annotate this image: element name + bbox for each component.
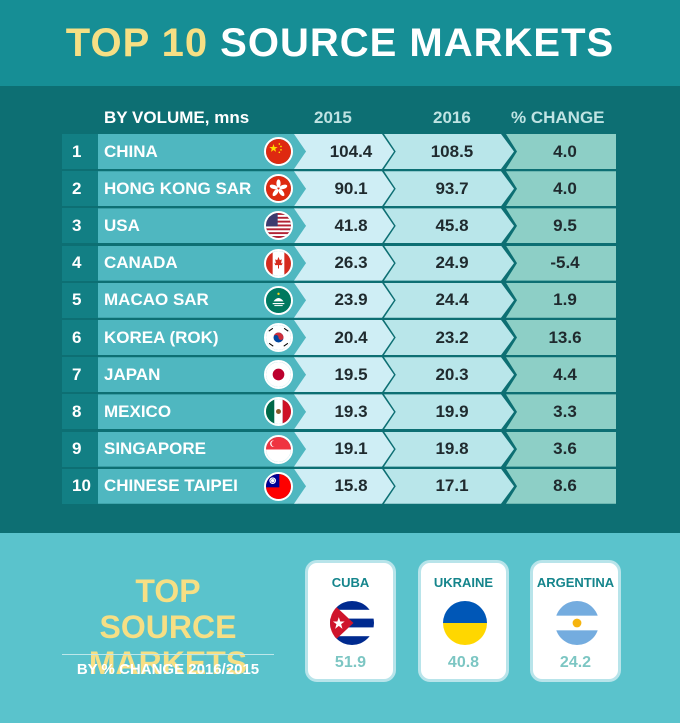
change-cell: 9.5 [506,208,616,244]
table-row: 4 CANADA 26.3 24.9 -5.4 [62,245,616,281]
rank-cell: 7 [62,357,98,393]
table-row: 6 KOREA (ROK) 20.4 23.2 13.6 [62,320,616,355]
change-cell: 3.3 [506,394,616,430]
change-cell: 4.4 [506,357,616,393]
value-2015-cell: 23.9 [294,282,394,318]
cuba-flag-icon [330,601,374,645]
table-row: 2 HONG KONG SAR 90.1 93.7 4.0 [62,171,616,207]
title-rest: SOURCE MARKETS [220,20,615,65]
table-row: 8 MEXICO 19.3 19.9 3.3 [62,394,616,430]
value-2015-cell: 90.1 [294,171,394,207]
column-header-volume: BY VOLUME, mns [104,108,250,127]
value-2015-cell: 26.3 [294,245,394,281]
ukraine-flag-icon [443,601,487,645]
change-cell: -5.4 [506,245,616,281]
card-value: 51.9 [334,654,367,671]
divider [62,654,274,655]
top-change-subtitle: BY % CHANGE 2016/2015 [76,661,260,678]
column-header-2015: 2015 [314,108,352,127]
market-card: UKRAINE 40.8 [418,560,509,682]
value-2016-cell: 19.8 [384,431,514,467]
value-2016-cell: 17.1 [384,468,514,504]
argentina-flag-icon [555,601,599,645]
japan-flag-icon [264,360,293,390]
rank-cell: 1 [62,134,98,169]
change-cell: 4.0 [506,171,616,207]
value-2015-cell: 19.1 [294,431,394,467]
table-row: 9 SINGAPORE 19.1 19.8 3.6 [62,431,616,467]
market-card: CUBA 51.9 [305,560,396,682]
table-row: 7 JAPAN 19.5 20.3 4.4 [62,357,616,393]
rank-cell: 3 [62,208,98,244]
hong-kong-flag-icon [264,174,293,204]
value-2015-cell: 15.8 [294,468,394,504]
change-cell: 3.6 [506,431,616,467]
value-2016-cell: 108.5 [384,134,514,169]
table-row: 1 CHINA 104.4 108.5 4.0 [62,134,616,169]
column-header-change: % CHANGE [511,108,605,127]
table-row: 5 MACAO SAR 23.9 24.4 1.9 [62,282,616,318]
macao-flag-icon [264,285,293,315]
card-market-name: ARGENTINA [536,575,615,590]
page-title: TOP 10 SOURCE MARKETS [0,0,680,86]
change-cell: 1.9 [506,282,616,318]
change-cell: 13.6 [506,320,616,355]
rank-cell: 2 [62,171,98,207]
value-2016-cell: 20.3 [384,357,514,393]
table-row: 3 USA 41.8 45.8 9.5 [62,208,616,244]
usa-flag-icon [264,211,293,241]
value-2016-cell: 24.4 [384,282,514,318]
rank-cell: 4 [62,245,98,281]
value-2016-cell: 93.7 [384,171,514,207]
value-2016-cell: 24.9 [384,245,514,281]
china-flag-icon [264,137,293,166]
top-change-title: TOP SOURCE MARKETS [88,573,248,681]
change-cell: 8.6 [506,468,616,504]
rank-cell: 8 [62,394,98,430]
card-market-name: UKRAINE [433,575,494,590]
card-value: 24.2 [559,654,592,671]
market-card: ARGENTINA 24.2 [530,560,621,682]
value-2015-cell: 19.5 [294,357,394,393]
value-2015-cell: 104.4 [294,134,394,169]
canada-flag-icon [264,248,293,278]
value-2016-cell: 45.8 [384,208,514,244]
title-highlight: TOP 10 [65,20,209,65]
rank-cell: 6 [62,320,98,355]
korea-flag-icon [264,323,293,352]
card-value: 40.8 [447,654,480,671]
value-2015-cell: 20.4 [294,320,394,355]
rank-cell: 9 [62,431,98,467]
rank-cell: 5 [62,282,98,318]
markets-table: BY VOLUME, mns 2015 2016 % CHANGE 1 CHINA… [0,86,680,533]
change-cell: 4.0 [506,134,616,169]
value-2016-cell: 19.9 [384,394,514,430]
mexico-flag-icon [264,397,293,427]
value-2015-cell: 19.3 [294,394,394,430]
value-2016-cell: 23.2 [384,320,514,355]
card-market-name: CUBA [331,575,370,590]
value-2015-cell: 41.8 [294,208,394,244]
taipei-flag-icon [264,471,293,501]
column-header-2016: 2016 [433,108,471,127]
singapore-flag-icon [264,434,293,464]
rank-cell: 10 [62,468,98,504]
top-change-panel: TOP SOURCE MARKETS BY % CHANGE 2016/2015… [0,533,680,723]
table-row: 10 CHINESE TAIPEI 15.8 17.1 8.6 [62,468,616,504]
